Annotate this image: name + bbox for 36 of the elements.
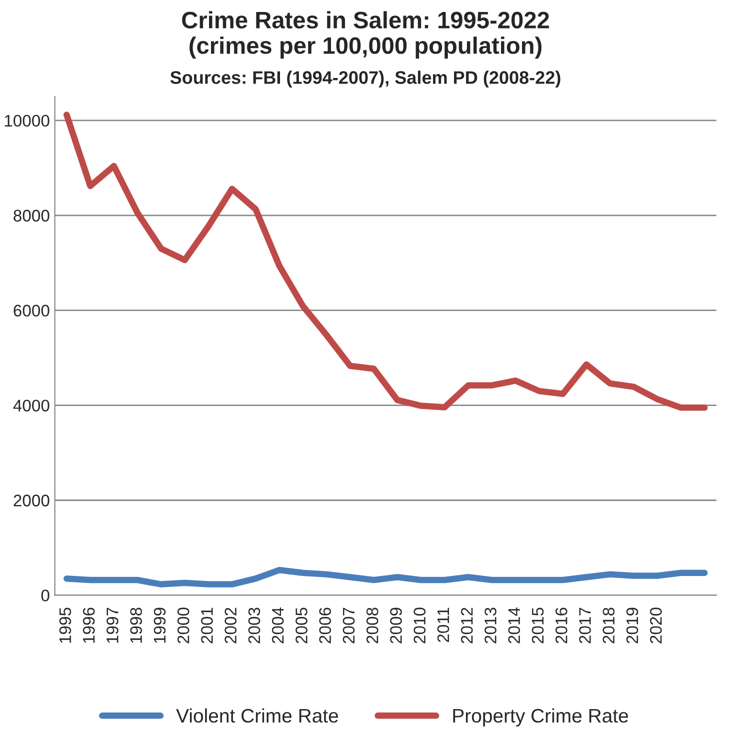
chart-title: Crime Rates in Salem: 1995-2022 (crimes per 100,000 population) xyxy=(182,11,549,59)
y-tick-label: 2000 xyxy=(14,494,50,506)
x-tick-label: 2018 xyxy=(602,608,615,644)
x-tick-label: 2009 xyxy=(390,608,402,644)
x-tick-label: 2015 xyxy=(532,608,544,644)
y-tick-label: 4000 xyxy=(13,400,50,412)
legend-label: Property Crime Rate xyxy=(453,708,628,726)
x-tick-label: 1999 xyxy=(154,608,166,643)
x-tick-label: 2007 xyxy=(342,608,355,644)
x-tick-label: 2013 xyxy=(484,608,496,644)
x-tick-label: 2011 xyxy=(437,608,450,642)
y-tick-label: 0 xyxy=(41,590,50,602)
x-tick-label: 1997 xyxy=(106,608,118,643)
x-tick-label: 2019 xyxy=(626,608,638,644)
x-tick-label: 2010 xyxy=(414,608,426,644)
x-tick-label: 2002 xyxy=(224,608,236,644)
x-tick-label: 2014 xyxy=(508,607,520,644)
x-tick-label: 2008 xyxy=(366,608,378,644)
x-tick-label: 2006 xyxy=(319,608,332,644)
y-tick-label: 10000 xyxy=(4,114,50,127)
x-tick-label: 2005 xyxy=(296,608,308,644)
y-tick-label: 6000 xyxy=(14,304,50,317)
x-tick-label: 1995 xyxy=(59,608,72,643)
x-tick-label: 2012 xyxy=(460,608,473,644)
x-tick-label: 2004 xyxy=(272,607,284,644)
x-tick-label: 2017 xyxy=(579,608,591,644)
x-tick-label: 2000 xyxy=(177,608,190,644)
x-tick-label: 2020 xyxy=(650,608,662,644)
x-tick-label: 2001 xyxy=(201,608,213,644)
x-tick-label: 1996 xyxy=(82,608,95,643)
x-tick-label: 2003 xyxy=(248,608,260,644)
chart-subtitle: Sources: FBI (1994-2007), Salem PD (2008-22) xyxy=(170,70,560,88)
y-tick-label: 8000 xyxy=(14,210,50,222)
x-tick-label: 2016 xyxy=(555,608,568,644)
legend-label: Violent Crime Rate xyxy=(176,708,338,723)
x-tick-label: 1998 xyxy=(130,608,142,643)
